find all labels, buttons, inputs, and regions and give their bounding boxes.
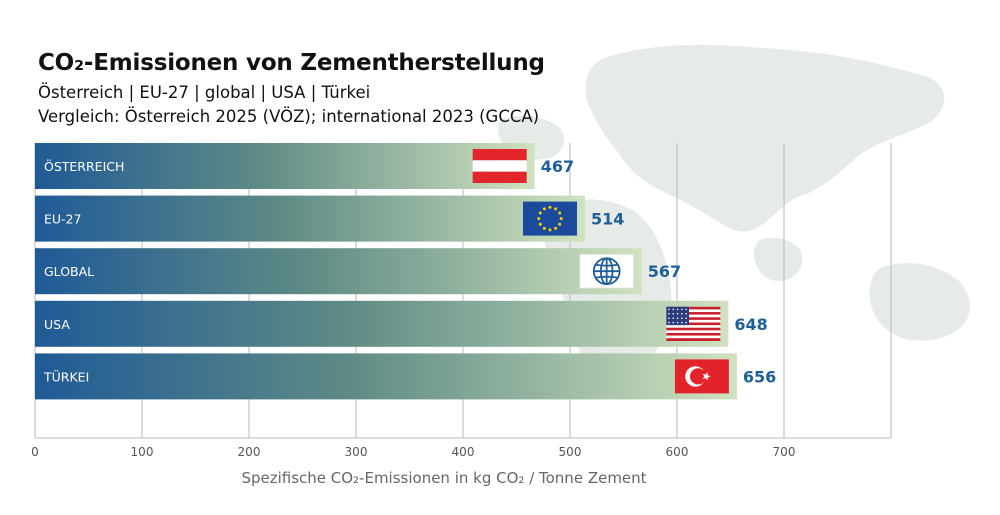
bar-row: TÜRKEI 656 xyxy=(35,353,776,400)
bar xyxy=(35,195,585,242)
globe-icon xyxy=(579,253,635,289)
x-tick-label-200: 200 xyxy=(238,445,261,459)
x-tick-label-500: 500 xyxy=(559,445,582,459)
bar-row: GLOBAL 567 xyxy=(35,248,681,295)
bar-row: ÖSTERREICH 467 xyxy=(35,143,574,189)
bar-category-label: GLOBAL xyxy=(44,264,94,279)
usa-flag-icon xyxy=(666,306,721,341)
x-tick-label-300: 300 xyxy=(345,445,368,459)
bar-value-label: 648 xyxy=(734,315,767,334)
chart-title: CO₂-Emissionen von Zementherstellung xyxy=(38,50,545,76)
x-tick-label-100: 100 xyxy=(131,445,154,459)
x-tick-label-600: 600 xyxy=(666,445,689,459)
chart-subtitle-regions: Österreich | EU-27 | global | USA | Türk… xyxy=(38,83,371,102)
bar-category-label: USA xyxy=(44,317,70,332)
x-tick-label-400: 400 xyxy=(452,445,475,459)
bar-value-label: 514 xyxy=(591,210,624,229)
bar-category-label: EU-27 xyxy=(44,212,81,227)
bar xyxy=(35,300,729,347)
eu-flag-icon xyxy=(522,201,577,236)
bar xyxy=(35,248,642,295)
x-tick-label-700: 700 xyxy=(773,445,796,459)
austria-flag-icon xyxy=(472,149,527,183)
turkey-flag-icon xyxy=(674,359,729,394)
bar-category-label: TÜRKEI xyxy=(43,368,89,384)
bar-row: USA 648 xyxy=(35,300,768,347)
bar-category-label: ÖSTERREICH xyxy=(44,158,124,174)
bar-value-label: 656 xyxy=(743,367,776,386)
bars-group: ÖSTERREICH 467 EU-27 514 GLOBAL 567 USA 648 TÜRK… xyxy=(35,143,776,400)
bar xyxy=(35,143,535,189)
x-tick-labels: 0 100 200 300 400 500 600 700 xyxy=(31,445,795,459)
bar-value-label: 567 xyxy=(648,262,681,281)
bar xyxy=(35,353,737,400)
x-axis-title: Spezifische CO₂-Emissionen in kg CO₂ / T… xyxy=(241,469,646,487)
bar-row: EU-27 514 xyxy=(35,195,624,242)
chart-subtitle-sources: Vergleich: Österreich 2025 (VÖZ); intern… xyxy=(38,107,540,126)
bar-value-label: 467 xyxy=(541,157,574,176)
x-tick-label-0: 0 xyxy=(31,445,39,459)
